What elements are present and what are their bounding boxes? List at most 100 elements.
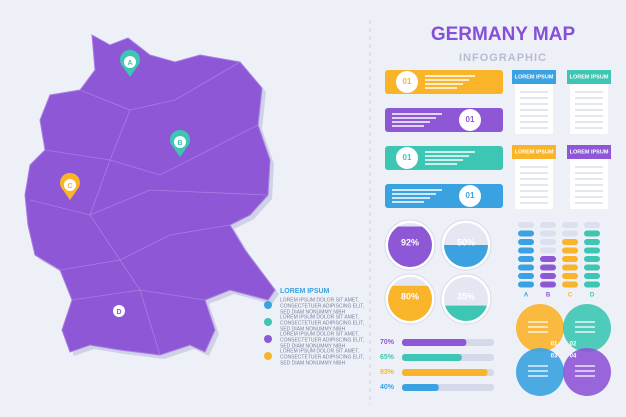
subtitle: INFOGRAPHIC bbox=[459, 52, 547, 64]
state-borders bbox=[29, 61, 269, 356]
legend-dot bbox=[264, 352, 272, 360]
legend-text: CONSECTETUER ADIPISCING ELIT, bbox=[280, 303, 364, 309]
venn-number: 02 bbox=[570, 342, 577, 348]
card-title: LOREM IPSUM bbox=[570, 74, 609, 80]
gauge-fill bbox=[444, 305, 488, 321]
pin-center bbox=[64, 179, 76, 191]
progress-bar bbox=[402, 369, 488, 376]
gauge-label: 35% bbox=[457, 291, 475, 301]
column-label: C bbox=[568, 293, 573, 299]
progress-bar bbox=[402, 339, 467, 346]
progress-label: 40% bbox=[380, 384, 395, 391]
pin-label: A bbox=[127, 60, 132, 67]
column-pill bbox=[518, 230, 534, 237]
column-pill bbox=[518, 264, 534, 271]
banner-number: 01 bbox=[466, 115, 475, 124]
column-pill bbox=[540, 264, 556, 271]
legend-text: SED DIAM NONUMMY NIBH bbox=[280, 309, 346, 315]
venn-number: 01 bbox=[551, 342, 558, 348]
column-pill bbox=[518, 222, 534, 228]
column-pill bbox=[518, 256, 534, 262]
column-pill bbox=[518, 247, 534, 254]
column-label: A bbox=[524, 293, 529, 299]
column-pill bbox=[584, 256, 600, 262]
venn-number: 03 bbox=[551, 354, 558, 360]
column-pill bbox=[584, 264, 600, 271]
card-title: LOREM IPSUM bbox=[515, 74, 554, 80]
column-pill bbox=[562, 256, 578, 262]
legend-text: SED DIAM NONUMMY NIBH bbox=[280, 326, 346, 332]
card bbox=[515, 153, 553, 209]
column-pill bbox=[584, 230, 600, 237]
column-label: D bbox=[590, 293, 595, 299]
gauge-label: 50% bbox=[457, 237, 475, 247]
column-pill bbox=[540, 273, 556, 279]
pin-label: C bbox=[67, 183, 72, 190]
legend-text: LOREM IPSUM DOLOR SIT AMET, bbox=[280, 297, 359, 303]
pin-label: D bbox=[116, 309, 121, 316]
title: GERMANY MAP bbox=[431, 24, 576, 45]
gauge-label: 80% bbox=[401, 291, 419, 301]
banner-circle bbox=[459, 109, 481, 131]
legend-text: SED DIAM NONUMMY NIBH bbox=[280, 360, 346, 366]
gauge-label: 92% bbox=[401, 237, 419, 247]
venn-circle bbox=[516, 348, 564, 396]
column-pill bbox=[584, 239, 600, 245]
legend-text: LOREM IPSUM DOLOR SIT AMET, bbox=[280, 314, 359, 320]
venn-circle bbox=[563, 304, 611, 352]
germany-map bbox=[24, 34, 276, 356]
column-pill bbox=[518, 239, 534, 245]
column-pill bbox=[540, 281, 556, 288]
column-pill bbox=[584, 247, 600, 254]
pin-center bbox=[124, 56, 136, 68]
column-pill bbox=[540, 230, 556, 237]
column-pill bbox=[518, 281, 534, 288]
banner-number: 01 bbox=[403, 77, 412, 86]
column-pill bbox=[540, 247, 556, 254]
card bbox=[515, 78, 553, 134]
column-pill bbox=[584, 273, 600, 279]
progress-label: 65% bbox=[380, 354, 395, 361]
card-title: LOREM IPSUM bbox=[570, 149, 609, 155]
banner-circle bbox=[396, 71, 418, 93]
column-pill bbox=[540, 256, 556, 262]
pin-center bbox=[174, 136, 186, 148]
column-pill bbox=[562, 273, 578, 279]
column-pill bbox=[540, 239, 556, 245]
column-pill bbox=[562, 281, 578, 288]
legend-text: LOREM IPSUM DOLOR SIT AMET, bbox=[280, 331, 359, 337]
banner-circle bbox=[459, 185, 481, 207]
venn-number: 04 bbox=[570, 354, 577, 360]
progress-bar bbox=[402, 384, 439, 391]
legend-text: CONSECTETUER ADIPISCING ELIT, bbox=[280, 320, 364, 326]
card-header bbox=[512, 145, 556, 159]
column-pill bbox=[562, 247, 578, 254]
card-header bbox=[567, 145, 611, 159]
column-pill bbox=[518, 273, 534, 279]
progress-label: 93% bbox=[380, 369, 395, 376]
legend-dot bbox=[264, 318, 272, 326]
legend-text: CONSECTETUER ADIPISCING ELIT, bbox=[280, 337, 364, 343]
card bbox=[570, 78, 608, 134]
legend-text: SED DIAM NONUMMY NIBH bbox=[280, 343, 346, 349]
column-pill bbox=[562, 222, 578, 228]
column-label: B bbox=[546, 293, 551, 299]
column-pill bbox=[562, 230, 578, 237]
legend-dot bbox=[264, 301, 272, 309]
card bbox=[570, 153, 608, 209]
legend-dot bbox=[264, 335, 272, 343]
banner-number: 01 bbox=[466, 191, 475, 200]
banner bbox=[385, 184, 503, 208]
column-pill bbox=[584, 281, 600, 288]
legend-text: CONSECTETUER ADIPISCING ELIT, bbox=[280, 354, 364, 360]
banner bbox=[385, 108, 503, 132]
card-header bbox=[512, 70, 556, 84]
pin-label: B bbox=[177, 140, 182, 147]
column-pill bbox=[540, 222, 556, 228]
banner-circle bbox=[396, 147, 418, 169]
column-pill bbox=[562, 264, 578, 271]
card-title: LOREM IPSUM bbox=[515, 149, 554, 155]
gauge-fill bbox=[444, 245, 488, 267]
venn-circle bbox=[516, 304, 564, 352]
